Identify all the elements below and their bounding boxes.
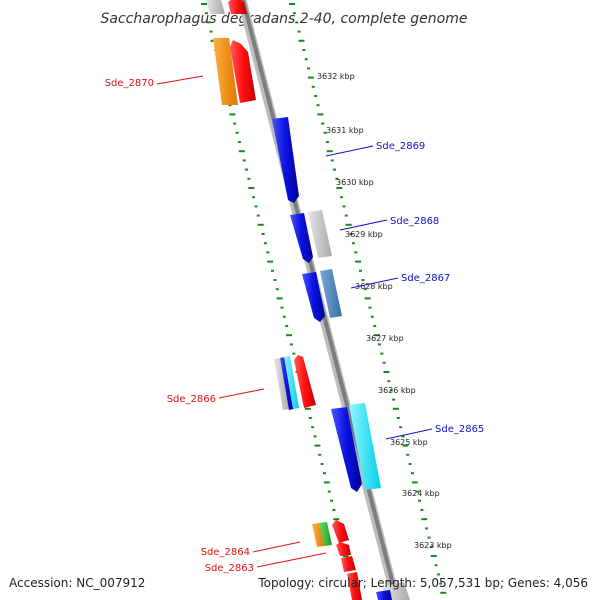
gene-feature-sde2869 xyxy=(272,117,299,203)
gene-feature-sde2864-red xyxy=(332,520,349,543)
kbp-tick-label: 3624 kbp xyxy=(402,489,440,498)
gene-feature-blue-bottom xyxy=(376,590,392,600)
gene-feature-sde2864-orange xyxy=(312,523,325,547)
gene-feature-sde2863-red-a xyxy=(336,542,351,556)
kbp-tick-label: 3629 kbp xyxy=(345,230,383,239)
gene-feature-red-top xyxy=(228,0,247,14)
gene-label-sde2867: Sde_2867 xyxy=(401,273,450,284)
gene-labels: Sde_2870 Sde_2869 Sde_2868 Sde_2867 Sde_… xyxy=(105,78,485,574)
gene-feature-sde2868-gray xyxy=(308,210,332,258)
map-title: Saccharophagus degradans 2-40, complete … xyxy=(101,11,468,27)
kbp-ticks: 3632 kbp 3631 kbp 3630 kbp 3629 kbp 3628… xyxy=(317,72,452,550)
kbp-tick-label: 3628 kbp xyxy=(355,282,393,291)
gene-label-sde2869: Sde_2869 xyxy=(376,141,425,152)
topology-text: Topology: circular; Length: 5,057,531 bp… xyxy=(258,576,588,590)
kbp-tick-label: 3630 kbp xyxy=(336,178,374,187)
gene-label-sde2870: Sde_2870 xyxy=(105,78,154,89)
gene-feature-sde2863-red-b xyxy=(341,556,356,572)
kbp-tick-label: 3626 kbp xyxy=(378,386,416,395)
gene-feature-sde2870-orange xyxy=(213,38,238,105)
kbp-tick-label: 3623 kbp xyxy=(414,541,452,550)
gene-feature-sde2868-blue xyxy=(290,213,313,263)
kbp-tick-label: 3625 kbp xyxy=(390,438,428,447)
gene-feature-sde2867-blue xyxy=(302,272,325,322)
gene-features xyxy=(206,0,410,600)
gene-label-sde2866: Sde_2866 xyxy=(167,394,216,405)
gene-feature-red-bottom xyxy=(347,572,362,600)
gene-label-sde2865: Sde_2865 xyxy=(435,424,484,435)
gene-feature-sde2866-blue xyxy=(280,357,294,410)
accession-text: Accession: NC_007912 xyxy=(9,576,146,590)
ruler-track xyxy=(201,3,447,594)
gene-label-sde2863: Sde_2863 xyxy=(205,563,254,574)
gene-label-sde2868: Sde_2868 xyxy=(390,216,439,227)
gene-label-sde2864: Sde_2864 xyxy=(201,547,250,558)
label-leaders xyxy=(156,75,433,568)
kbp-tick-label: 3627 kbp xyxy=(366,334,404,343)
gene-feature-sde2866-red xyxy=(294,355,316,408)
gene-feature-sde2867-steel xyxy=(320,269,342,318)
kbp-tick-label: 3632 kbp xyxy=(317,72,355,81)
gene-feature-gray-top xyxy=(206,0,225,14)
gene-feature-sde2865-cyan xyxy=(349,403,381,490)
gene-feature-sde2870-red xyxy=(230,40,256,103)
kbp-tick-label: 3631 kbp xyxy=(326,126,364,135)
gene-feature-sde2865-blue xyxy=(331,407,362,492)
gene-feature-sde2866-gray xyxy=(274,358,290,410)
gene-feature-sde2866-cyan xyxy=(284,356,299,409)
gene-feature-sde2864-green xyxy=(319,522,332,546)
